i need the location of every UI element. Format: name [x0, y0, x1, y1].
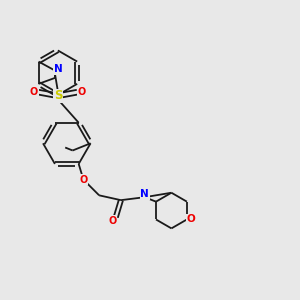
Text: O: O: [109, 216, 117, 226]
Text: N: N: [140, 189, 149, 199]
Text: O: O: [79, 175, 88, 184]
Text: O: O: [186, 214, 195, 224]
Text: S: S: [54, 89, 62, 102]
Text: N: N: [53, 64, 62, 74]
Text: O: O: [30, 87, 38, 97]
Text: O: O: [77, 87, 86, 97]
